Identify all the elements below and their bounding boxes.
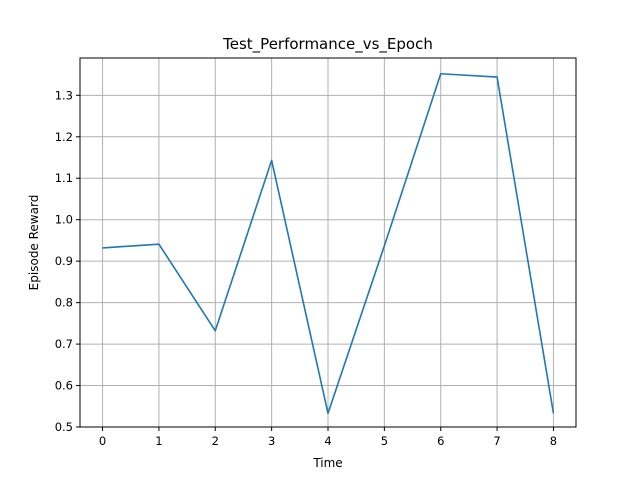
y-axis-label: Episode Reward xyxy=(27,195,41,291)
y-tick-label: 1.3 xyxy=(55,88,73,102)
y-tick-label: 1.1 xyxy=(55,171,73,185)
y-tick-label: 0.7 xyxy=(55,337,73,351)
series-layer xyxy=(102,72,555,415)
y-tick-label: 0.6 xyxy=(55,379,73,393)
x-tick-label: 6 xyxy=(437,434,444,448)
x-tick-label: 3 xyxy=(268,434,275,448)
y-tick-label: 0.9 xyxy=(55,254,73,268)
y-tick-label: 0.5 xyxy=(55,420,73,434)
x-tick-label: 0 xyxy=(99,434,106,448)
y-tick-label: 0.8 xyxy=(55,296,73,310)
x-axis-label: Time xyxy=(312,456,342,470)
y-tick-label: 1.0 xyxy=(55,213,73,227)
chart-title: Test_Performance_vs_Epoch xyxy=(222,35,433,54)
grid xyxy=(80,58,576,428)
series-line xyxy=(102,72,555,415)
x-tick-label: 1 xyxy=(155,434,162,448)
x-tick-label: 4 xyxy=(324,434,331,448)
x-tick-label: 8 xyxy=(550,434,557,448)
ticks: 0 1 2 3 4 5 6 7 8 0.5 0.6 0.7 0.8 0.9 1.0 1.1 1.2 1.3 xyxy=(55,88,557,448)
y-tick-label: 1.2 xyxy=(55,130,73,144)
x-tick-label: 2 xyxy=(212,434,219,448)
x-tick-label: 7 xyxy=(493,434,500,448)
x-tick-label: 5 xyxy=(381,434,388,448)
